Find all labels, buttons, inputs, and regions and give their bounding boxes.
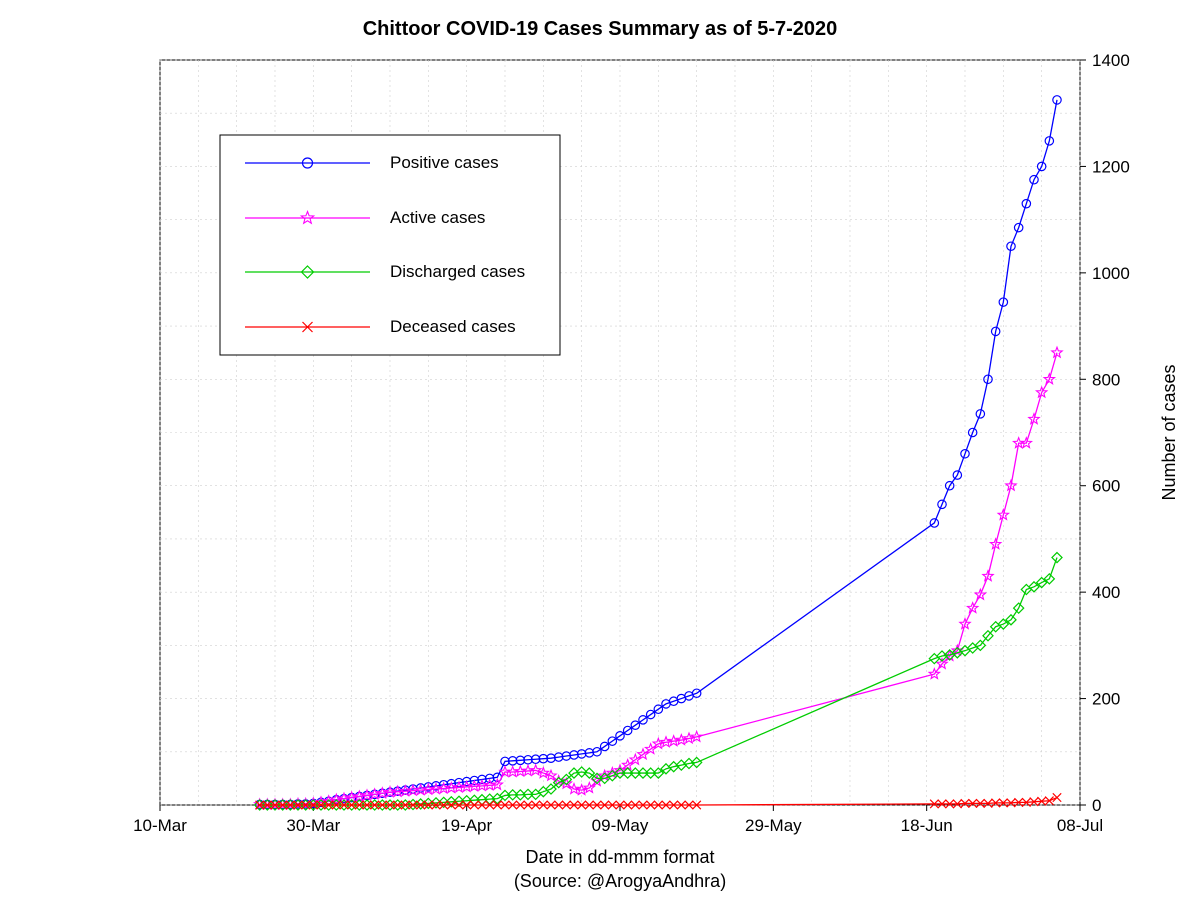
y-tick-label: 1400 [1092, 51, 1130, 70]
y-axis-label: Number of cases [1159, 364, 1179, 500]
chart-title: Chittoor COVID-19 Cases Summary as of 5-… [363, 18, 838, 40]
x-tick-label: 18-Jun [901, 816, 953, 835]
x-tick-label: 09-May [592, 816, 649, 835]
x-tick-label: 19-Apr [441, 816, 492, 835]
chart-container: Chittoor COVID-19 Cases Summary as of 5-… [0, 0, 1200, 900]
y-tick-label: 1000 [1092, 264, 1130, 283]
y-tick-label: 600 [1092, 477, 1120, 496]
x-tick-label: 29-May [745, 816, 802, 835]
x-tick-label: 10-Mar [133, 816, 187, 835]
x-axis-sublabel: (Source: @ArogyaAndhra) [514, 871, 726, 891]
legend-label: Discharged cases [390, 262, 525, 281]
legend-label: Deceased cases [390, 317, 516, 336]
x-tick-label: 08-Jul [1057, 816, 1103, 835]
chart-svg: Chittoor COVID-19 Cases Summary as of 5-… [0, 0, 1200, 900]
y-tick-label: 800 [1092, 370, 1120, 389]
x-tick-label: 30-Mar [286, 816, 340, 835]
x-axis-label: Date in dd-mmm format [525, 847, 714, 867]
y-tick-label: 0 [1092, 796, 1101, 815]
y-tick-label: 1200 [1092, 157, 1130, 176]
legend-label: Positive cases [390, 153, 499, 172]
legend-label: Active cases [390, 208, 485, 227]
y-tick-label: 400 [1092, 583, 1120, 602]
y-tick-label: 200 [1092, 690, 1120, 709]
